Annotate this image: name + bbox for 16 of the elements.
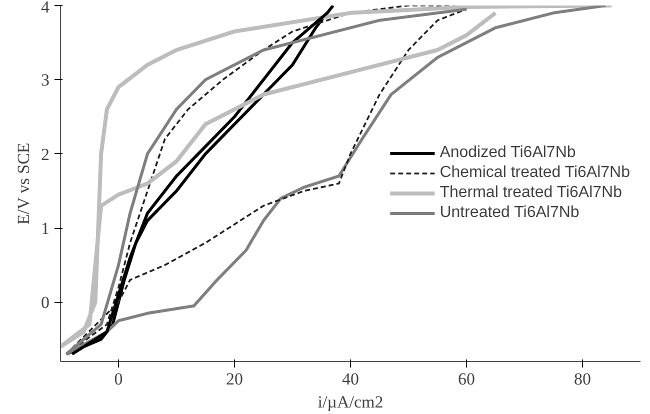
- y-tick-label: 2: [41, 144, 50, 164]
- y-tick-label: 3: [41, 70, 50, 90]
- legend-label: Thermal treated Ti6Al7Nb: [440, 184, 622, 202]
- y-tick-label: 1: [41, 219, 50, 238]
- x-tick-label: 20: [226, 370, 243, 388]
- y-tick-label: 4: [41, 0, 50, 16]
- y-tick-label: 0: [41, 293, 50, 312]
- legend-label: Chemical treated Ti6Al7Nb: [440, 164, 630, 182]
- x-axis-title: i/µA/cm2: [318, 392, 384, 412]
- x-tick-label: 40: [342, 370, 359, 388]
- legend-label: Anodized Ti6Al7Nb: [440, 144, 576, 162]
- x-tick-label: 60: [458, 370, 475, 388]
- y-axis-title: E/V vs SCE: [14, 142, 33, 225]
- x-tick-label: 80: [574, 370, 591, 388]
- legend-label: Untreated Ti6Al7Nb: [440, 204, 580, 222]
- x-tick-label: 0: [114, 370, 123, 388]
